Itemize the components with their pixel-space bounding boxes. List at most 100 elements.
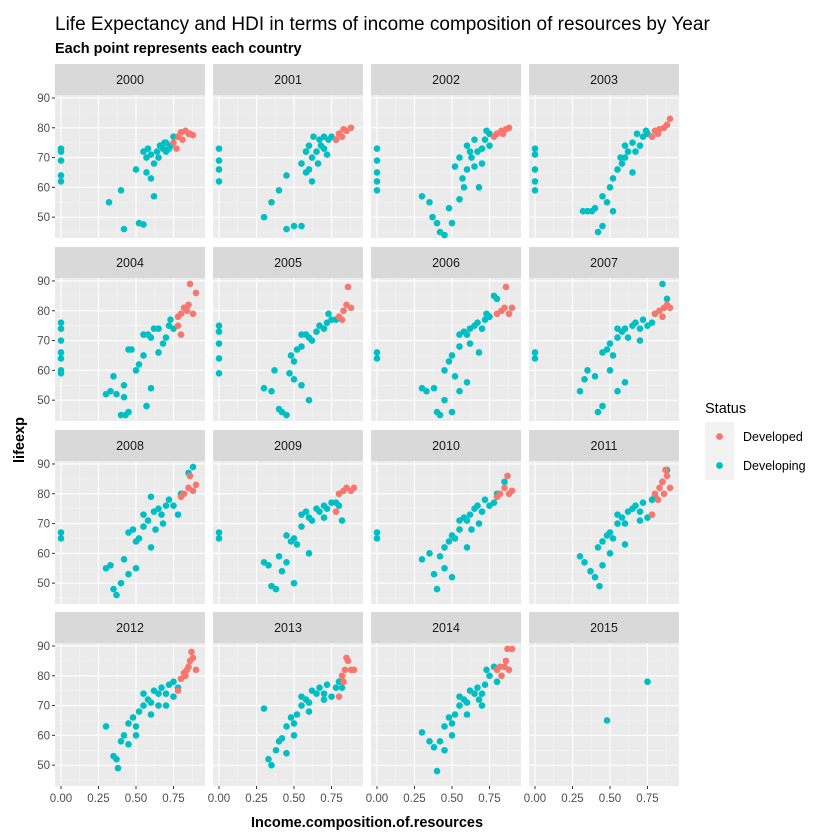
facet-strip (529, 247, 679, 278)
point-developing (215, 157, 223, 164)
y-tick-label: 80 (37, 671, 50, 683)
y-tick-label: 90 (37, 276, 50, 288)
facet-strip-label: 2015 (590, 621, 618, 635)
point-developing (305, 699, 313, 706)
point-developing (159, 520, 167, 527)
point-developing (609, 535, 617, 542)
point-developing (260, 213, 268, 221)
point-developing (448, 732, 456, 739)
point-developing (639, 499, 647, 507)
point-developing (147, 699, 155, 706)
facet-panels: 2000 50 60 70 80 90 2001 2002 2003 2004 50 60 70 80 90… (37, 64, 679, 805)
point-developing (290, 732, 298, 739)
panel-background (213, 461, 363, 604)
point-developing (308, 517, 316, 524)
point-developing (606, 367, 614, 374)
facet-panel-2013: 2013 0.00 0.25 0.50 0.75 (208, 612, 363, 805)
point-developing (215, 178, 223, 185)
point-developing (433, 219, 441, 227)
facet-strip (529, 64, 679, 95)
y-tick-label: 80 (37, 489, 50, 501)
point-developing (373, 157, 381, 164)
point-developing (278, 735, 286, 742)
point-developing (147, 175, 155, 182)
point-developing (481, 136, 489, 143)
point-developed (659, 313, 666, 321)
point-developing (323, 151, 331, 158)
point-developed (502, 657, 510, 665)
point-developing (260, 384, 268, 392)
point-developing (456, 343, 463, 350)
point-developing (155, 690, 162, 697)
point-developing (283, 172, 290, 179)
point-developing (531, 178, 539, 185)
point-developing (441, 231, 448, 239)
point-developing (599, 222, 606, 230)
point-developing (125, 408, 132, 416)
point-developing (215, 322, 223, 329)
point-developing (584, 367, 591, 374)
point-developed (189, 310, 197, 318)
point-developing (531, 187, 539, 194)
point-developed (332, 508, 340, 515)
point-developing (161, 139, 168, 146)
point-developing (418, 192, 426, 200)
x-tick-label: 0.50 (125, 793, 147, 805)
point-developing (478, 690, 486, 697)
point-developing (531, 355, 539, 362)
point-developing (475, 520, 483, 527)
point-developing (471, 163, 478, 170)
facet-strip (529, 430, 679, 461)
point-developing (147, 334, 155, 341)
facet-strip-label: 2005 (274, 256, 302, 270)
facet-strip-label: 2013 (274, 621, 302, 635)
point-developing (614, 166, 621, 173)
point-developing (441, 367, 448, 374)
point-developing (614, 387, 621, 395)
facet-strip (213, 612, 363, 643)
point-developing (114, 764, 122, 772)
point-developing (463, 331, 471, 338)
point-developed (350, 666, 358, 674)
point-developing (614, 334, 621, 341)
point-developing (576, 553, 584, 560)
point-developed (338, 316, 346, 324)
point-developing (636, 517, 644, 524)
x-tick-label: 0.25 (403, 793, 425, 805)
point-developing (459, 175, 466, 182)
point-developing (323, 681, 331, 689)
point-developing (474, 319, 481, 326)
point-developed (186, 280, 194, 288)
point-developing (113, 390, 120, 398)
point-developing (471, 690, 478, 697)
point-developing (594, 408, 602, 416)
y-tick-label: 90 (37, 93, 50, 105)
point-developed (174, 687, 182, 694)
point-developing (283, 749, 290, 757)
point-developed (188, 648, 195, 656)
facet-panel-2012: 2012 50 60 70 80 90 0.00 0.25 0.50 0.75 (37, 612, 205, 805)
point-developing (648, 319, 656, 326)
point-developing (423, 387, 430, 395)
point-developing (215, 529, 223, 536)
point-developed (504, 472, 511, 480)
point-developing (132, 723, 140, 730)
point-developing (132, 564, 140, 572)
point-developing (305, 396, 313, 404)
panel-background (371, 461, 521, 604)
point-developing (624, 334, 632, 341)
point-developing (287, 352, 295, 359)
point-developing (463, 517, 471, 524)
point-developed (341, 666, 349, 674)
point-developing (293, 711, 301, 718)
point-developing (287, 714, 295, 721)
point-developing (448, 720, 456, 727)
point-developing (606, 529, 614, 536)
point-developing (475, 696, 483, 703)
point-developing (290, 375, 298, 383)
y-tick-label: 60 (37, 548, 50, 560)
point-developing (170, 693, 177, 700)
point-developing (215, 355, 223, 362)
point-developing (436, 738, 444, 745)
panel-background (55, 643, 205, 786)
